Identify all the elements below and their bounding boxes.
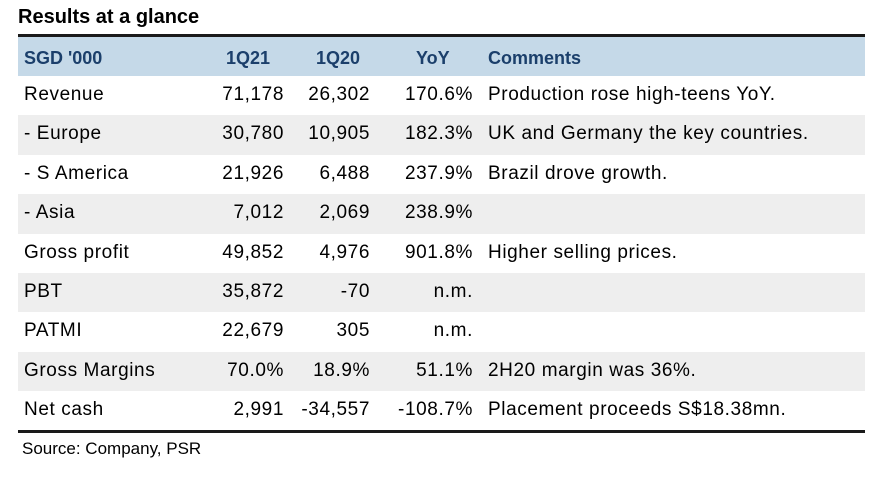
cell-yoy: n.m. — [433, 281, 473, 302]
top-rule — [18, 34, 865, 37]
row-label: PBT — [24, 281, 63, 302]
cell-1q21: 35,872 — [222, 281, 284, 302]
table-row: Gross profit 49,852 4,976 901.8% Higher sell… — [18, 234, 865, 273]
cell-comment: Placement proceeds S$18.38mn. — [488, 399, 787, 421]
source-note: Source: Company, PSR — [22, 439, 202, 458]
cell-comment: 2H20 margin was 36%. — [488, 359, 697, 381]
table-row: - S America 21,926 6,488 237.9% Brazil drove… — [18, 155, 865, 194]
cell-yoy: 170.6% — [404, 84, 473, 105]
header-1q21: 1Q21 — [226, 48, 271, 68]
row-label: Net cash — [24, 399, 104, 421]
cell-1q21: 21,926 — [222, 162, 284, 184]
cell-1q20: -34,557 — [301, 399, 370, 421]
cell-yoy: 238.9% — [404, 202, 473, 224]
row-label: - Asia — [24, 202, 76, 224]
cell-1q20: 6,488 — [319, 162, 370, 184]
table-row: PBT 35,872 -70 n.m. — [18, 273, 865, 313]
cell-1q21: 49,852 — [222, 241, 284, 263]
cell-1q20: 4,976 — [319, 241, 370, 263]
table-row: PATMI 22,679 305 n.m. — [18, 312, 865, 351]
cell-1q21: 30,780 — [222, 123, 284, 145]
header-1q20: 1Q20 — [316, 48, 361, 68]
row-label: PATMI — [24, 320, 83, 342]
cell-1q20: 26,302 — [308, 84, 370, 105]
cell-1q20: 305 — [336, 320, 370, 342]
cell-1q21: 71,178 — [222, 84, 284, 105]
cell-1q20: 18.9% — [313, 359, 370, 381]
row-label: - S America — [24, 162, 129, 184]
header-comments: Comments — [488, 48, 582, 68]
row-label: Gross profit — [24, 241, 130, 263]
cell-1q20: -70 — [340, 281, 370, 302]
row-label: - Europe — [24, 123, 102, 145]
header-label: SGD '000 — [24, 48, 103, 68]
bottom-rule — [18, 430, 865, 433]
table-row: Gross Margins 70.0% 18.9% 51.1% 2H20 margin … — [18, 351, 865, 392]
cell-yoy: 901.8% — [404, 241, 473, 263]
row-label: Revenue — [24, 84, 105, 105]
header-row — [18, 37, 865, 76]
cell-comment: Brazil drove growth. — [488, 162, 668, 184]
table-row: - Europe 30,780 10,905 182.3% UK and Germany… — [18, 115, 865, 155]
cell-yoy: 51.1% — [416, 359, 473, 381]
table-row: Revenue 71,178 26,302 170.6% Production rose… — [18, 76, 865, 115]
table-row: Net cash 2,991 -34,557 -108.7% Placement pro… — [18, 391, 865, 430]
cell-1q20: 10,905 — [308, 123, 370, 145]
cell-1q21: 2,991 — [233, 399, 284, 421]
cell-yoy: n.m. — [433, 320, 473, 342]
cell-yoy: 237.9% — [404, 162, 473, 184]
cell-comment: Production rose high-teens YoY. — [488, 84, 776, 105]
table-row: - Asia 7,012 2,069 238.9% — [18, 194, 865, 234]
cell-yoy: -108.7% — [398, 399, 473, 421]
table-title: Results at a glance — [18, 6, 200, 28]
cell-1q21: 70.0% — [227, 359, 284, 381]
row-label: Gross Margins — [24, 359, 156, 381]
cell-yoy: 182.3% — [404, 123, 473, 145]
cell-1q21: 22,679 — [222, 320, 284, 342]
cell-comment: Higher selling prices. — [488, 241, 678, 263]
cell-comment: UK and Germany the key countries. — [488, 123, 809, 145]
cell-1q20: 2,069 — [319, 202, 370, 224]
cell-1q21: 7,012 — [233, 202, 284, 224]
header-yoy: YoY — [416, 48, 450, 68]
